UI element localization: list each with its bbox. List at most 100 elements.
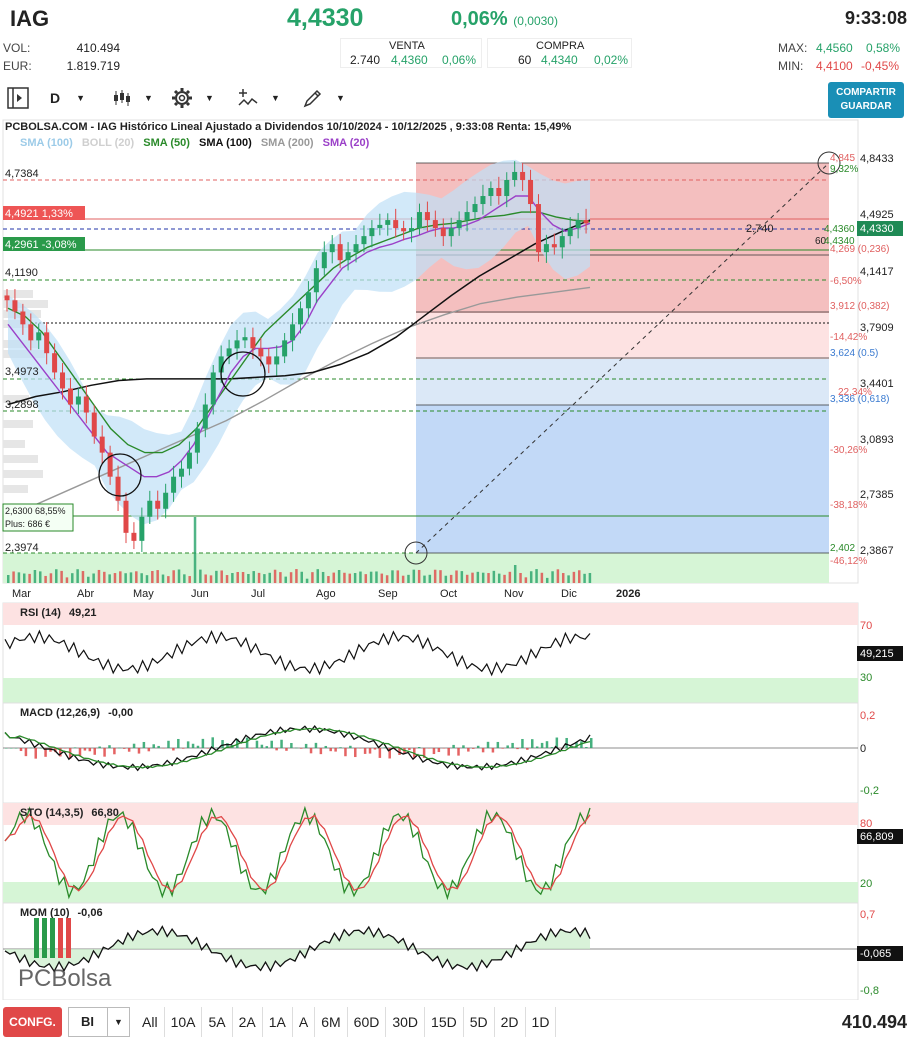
max-pct: 0,58%	[866, 41, 901, 55]
chevron-down-icon: ▼	[205, 93, 214, 103]
volume-bar	[529, 571, 533, 583]
macd-signal-line	[4, 727, 591, 769]
config-button[interactable]: CONFG.	[3, 1007, 62, 1037]
legend-sma200[interactable]: SMA (200)	[260, 137, 314, 149]
legend-sma100-bands[interactable]: SMA (100)	[20, 137, 73, 149]
fib-anchor-start[interactable]	[404, 541, 428, 565]
volume-bar	[87, 576, 90, 583]
timeframe-bar: All 10A 5A 2A 1A A 6M 60D 30D 15D 5D 2D 1D	[136, 1007, 557, 1037]
volume-bar	[199, 569, 202, 583]
fib-anchor-end[interactable]	[817, 151, 841, 175]
timeframe-5a[interactable]: 5A	[202, 1007, 233, 1037]
volume-bar	[588, 572, 592, 583]
timeframe-15d[interactable]: 15D	[425, 1007, 464, 1037]
candle-body	[218, 356, 224, 373]
candle-body	[155, 500, 161, 509]
timeframe-5d[interactable]: 5D	[464, 1007, 495, 1037]
timeframe-10a[interactable]: 10A	[165, 1007, 203, 1037]
macd-hist-bar	[24, 748, 28, 757]
bi-select[interactable]: BI ▼	[68, 1007, 130, 1037]
indicators-select[interactable]: ▼	[237, 86, 280, 110]
volume-bar	[327, 576, 330, 583]
macd-hist-bar	[226, 743, 229, 748]
volume-bar	[364, 574, 368, 583]
candle-body	[305, 292, 311, 309]
macd-hist-bar	[181, 748, 185, 749]
legend-sma100[interactable]: SMA (100)	[198, 137, 252, 149]
volume-bar	[161, 574, 165, 583]
right-axis-label: 4,4925	[860, 209, 894, 221]
candle-body	[440, 228, 446, 237]
volume-bar	[183, 574, 186, 583]
macd-hist-bar	[191, 743, 195, 748]
macd-hist-bar	[118, 747, 121, 749]
volume-bar	[193, 517, 197, 583]
sma50-line	[7, 211, 591, 454]
symbol: IAG	[10, 6, 50, 31]
candle-body	[75, 396, 81, 405]
candle-body	[583, 220, 589, 224]
macd-histogram	[5, 737, 593, 759]
share-save-button[interactable]: COMPARTIR GUARDAR	[828, 82, 904, 118]
sma100-line	[7, 219, 591, 406]
macd-hist-bar	[427, 748, 431, 749]
macd-hist-bar	[550, 747, 554, 748]
volume-bar	[177, 569, 181, 583]
draw-tools-select[interactable]: ▼	[302, 86, 345, 110]
volume-bar	[7, 575, 10, 583]
timeframe-a[interactable]: A	[293, 1007, 316, 1037]
right-axis-label: 4,1417	[860, 266, 894, 278]
timeframe-6m[interactable]: 6M	[315, 1007, 348, 1037]
macd-hist-bar	[93, 748, 96, 755]
macd-hist-bar	[349, 745, 352, 748]
right-axis-label: 3,0893	[860, 434, 894, 446]
macd-hist-bar	[422, 748, 426, 758]
timeframe-1d[interactable]: 1D	[526, 1007, 557, 1037]
max-label: MAX:	[778, 41, 808, 55]
candle-body	[298, 308, 303, 325]
legend-sma50[interactable]: SMA (50)	[143, 137, 190, 149]
volume-bar	[492, 570, 496, 583]
macd-hist-bar	[481, 748, 485, 753]
volume-bars	[7, 517, 592, 583]
candle-body	[171, 476, 177, 493]
panel-toggle-button[interactable]	[6, 86, 30, 110]
timeframe-1a[interactable]: 1A	[263, 1007, 293, 1037]
timeframe-2d[interactable]: 2D	[495, 1007, 526, 1037]
macd-hist-bar	[555, 737, 559, 748]
timeframe-2a[interactable]: 2A	[233, 1007, 263, 1037]
chart-type-select[interactable]: ▼	[112, 86, 153, 110]
macd-hist-bar	[462, 745, 465, 748]
mom-level: 0,7	[860, 909, 875, 921]
timeframe-all[interactable]: All	[136, 1007, 165, 1037]
volume-bar	[353, 573, 357, 583]
macd-hist-bar	[147, 748, 151, 752]
candle-body	[416, 212, 422, 229]
candle-body	[543, 244, 549, 253]
volume-bar	[124, 573, 127, 583]
settings-select[interactable]: ▼	[171, 86, 214, 110]
volume-bar	[444, 575, 448, 583]
macd-hist-bar	[526, 748, 529, 750]
volume-bar	[55, 569, 58, 583]
timeframe-60d[interactable]: 60D	[348, 1007, 387, 1037]
volume-bar	[97, 569, 101, 583]
rsi-label: RSI (14) 49,21	[20, 607, 97, 619]
candle-body	[337, 244, 343, 261]
legend-boll[interactable]: BOLL (20)	[81, 137, 135, 149]
eur-label: EUR:	[3, 59, 32, 73]
mom-level: -0,8	[860, 985, 879, 997]
candle-body	[44, 332, 50, 354]
volume-bar	[460, 571, 464, 583]
macd-hist-bar	[354, 748, 357, 758]
volume-bar	[433, 569, 437, 583]
volume-bar	[476, 571, 480, 583]
max-value: 4,4560	[816, 41, 853, 55]
legend-sma20[interactable]: SMA (20)	[322, 137, 370, 149]
plus-box	[2, 503, 74, 532]
period-select[interactable]: D ▼	[50, 86, 85, 110]
candle-body	[512, 171, 518, 180]
timeframe-30d[interactable]: 30D	[386, 1007, 426, 1037]
change-abs: (0,0030)	[513, 14, 558, 28]
candle-body	[456, 220, 462, 229]
